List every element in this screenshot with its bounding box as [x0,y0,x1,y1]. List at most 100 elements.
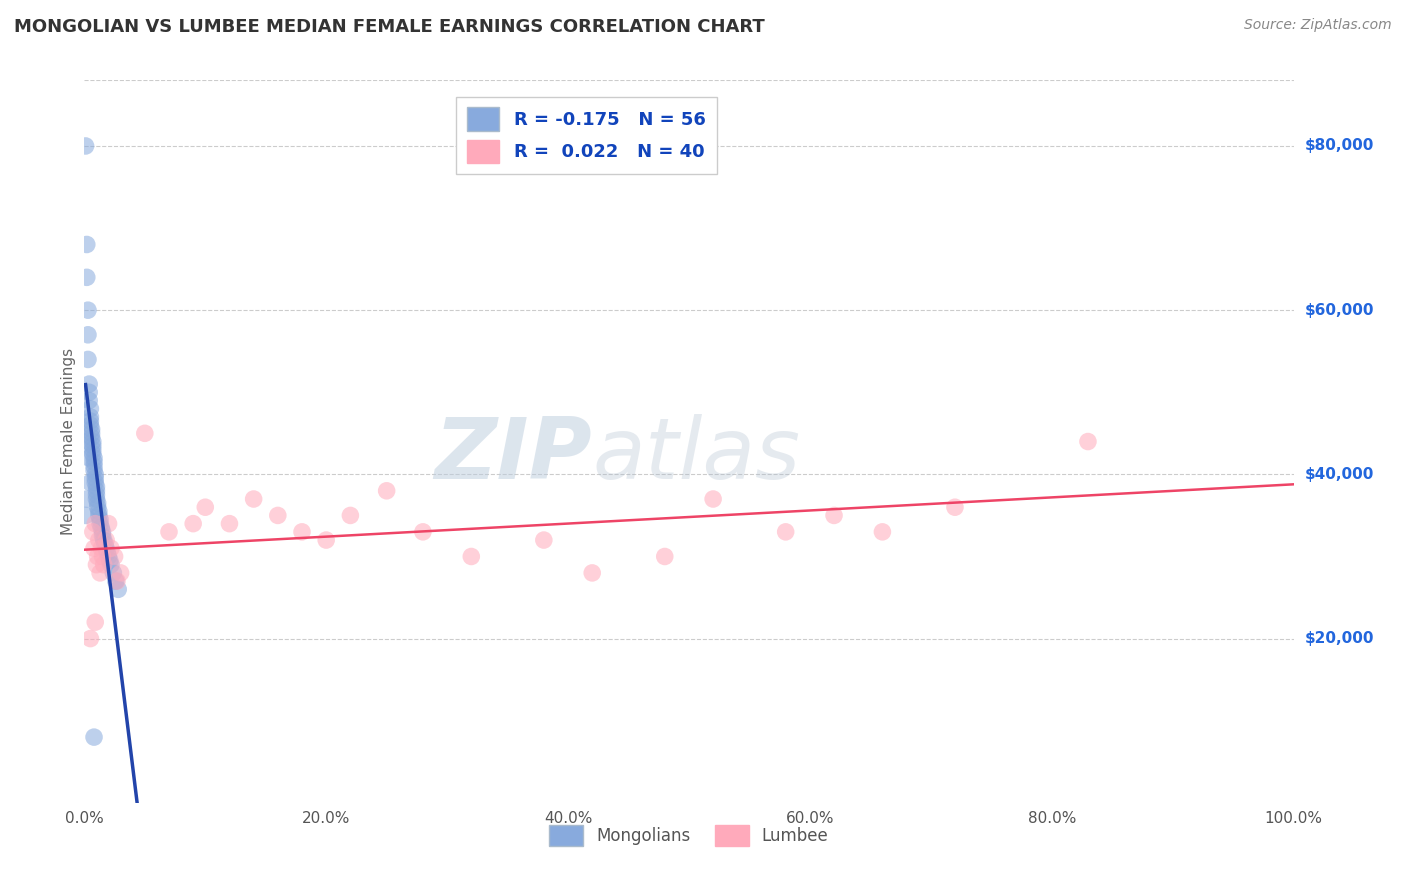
Y-axis label: Median Female Earnings: Median Female Earnings [60,348,76,535]
Point [86,491,108,506]
Point [77,434,100,449]
Point [157,524,180,539]
Point [79,632,101,646]
Point [80,422,103,436]
Point [93,533,115,547]
Point [291,524,314,539]
Point [77,385,100,400]
Point [91,529,114,543]
Point [82,524,104,539]
Point [84,467,107,482]
Point [86,549,108,564]
Point [775,524,797,539]
Text: $60,000: $60,000 [1305,302,1374,318]
Point [77,327,100,342]
Point [79,401,101,416]
Point [83,541,105,556]
Point [75,139,97,153]
Point [77,377,100,392]
Text: ZIP: ZIP [434,415,592,498]
Point [97,516,120,531]
Point [83,450,105,465]
Point [80,426,103,441]
Point [82,447,104,461]
Point [89,566,111,580]
Point [267,508,290,523]
Point [75,508,97,523]
Point [94,537,117,551]
Point [654,549,676,564]
Point [87,504,110,518]
Point [90,521,112,535]
Point [86,483,108,498]
Point [91,524,114,539]
Point [91,549,114,564]
Point [76,237,98,252]
Point [82,439,104,453]
Point [86,558,108,572]
Point [375,483,398,498]
Point [86,488,108,502]
Point [104,549,127,564]
Point [77,450,100,465]
Point [86,496,108,510]
Point [943,500,966,515]
Point [339,508,361,523]
Point [104,574,127,588]
Point [77,393,100,408]
Point [100,558,122,572]
Point [181,516,204,531]
Point [87,533,110,547]
Text: Source: ZipAtlas.com: Source: ZipAtlas.com [1244,18,1392,32]
Point [110,566,132,580]
Point [84,475,107,490]
Point [82,434,104,449]
Point [76,491,98,506]
Point [97,549,120,564]
Text: atlas: atlas [592,415,800,498]
Point [90,541,112,556]
Point [79,475,101,490]
Point [702,491,724,506]
Point [76,270,98,285]
Point [77,352,100,367]
Point [194,500,217,515]
Point [83,730,105,744]
Point [1077,434,1099,449]
Point [89,512,111,526]
Point [80,430,103,444]
Point [581,566,603,580]
Text: $40,000: $40,000 [1305,467,1374,482]
Point [79,418,101,433]
Point [94,533,117,547]
Point [86,500,108,515]
Point [84,516,107,531]
Point [872,524,894,539]
Point [823,508,845,523]
Point [93,558,115,572]
Point [86,480,108,494]
Text: MONGOLIAN VS LUMBEE MEDIAN FEMALE EARNINGS CORRELATION CHART: MONGOLIAN VS LUMBEE MEDIAN FEMALE EARNIN… [14,18,765,36]
Text: $20,000: $20,000 [1305,632,1374,646]
Point [96,545,118,559]
Point [77,303,100,318]
Point [218,516,240,531]
Point [83,459,105,474]
Point [87,508,110,523]
Point [533,533,555,547]
Point [79,414,101,428]
Point [103,566,125,580]
Point [94,541,117,556]
Point [83,455,105,469]
Point [107,582,129,597]
Point [105,574,128,588]
Text: $80,000: $80,000 [1305,138,1374,153]
Point [83,463,105,477]
Point [460,549,482,564]
Point [98,553,121,567]
Point [82,442,104,457]
Point [315,533,337,547]
Point [84,615,107,630]
Point [89,516,111,531]
Point [79,409,101,424]
